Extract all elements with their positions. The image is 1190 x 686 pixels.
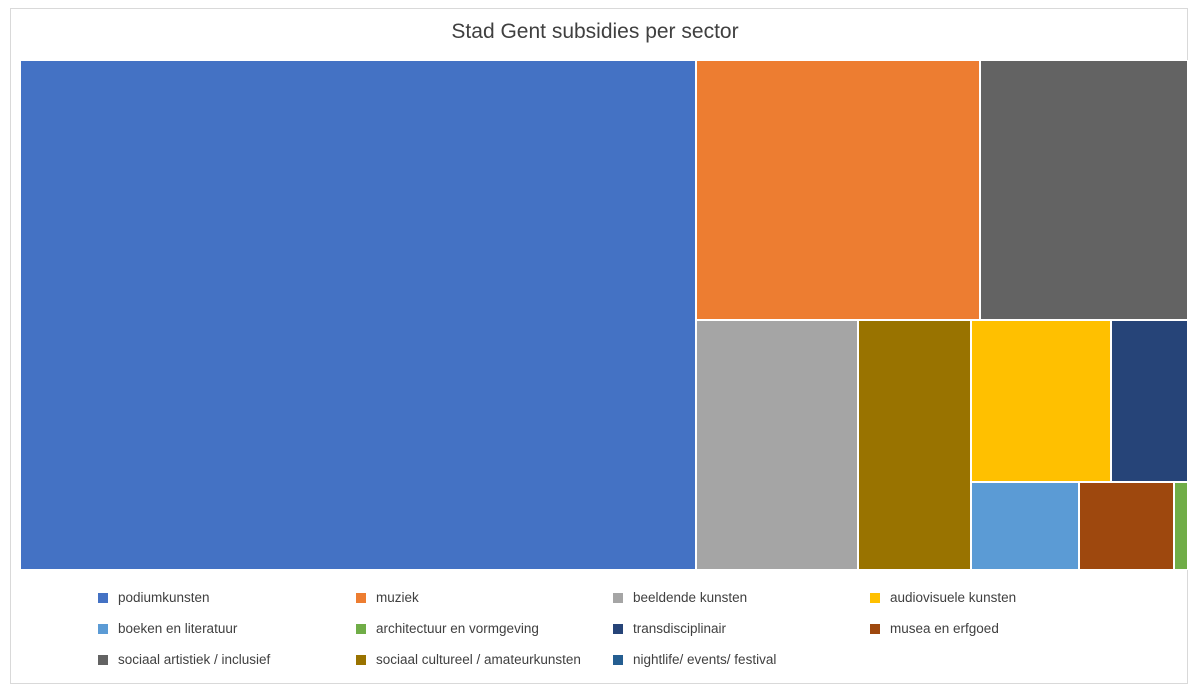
treemap-tile-sociaal-cultureel-amateurkunsten xyxy=(858,320,971,570)
treemap-tile-architectuur-en-vormgeving xyxy=(1174,482,1188,570)
legend-swatch xyxy=(356,623,366,634)
legend-item-boeken-en-literatuur: boeken en literatuur xyxy=(98,621,237,636)
legend-swatch xyxy=(98,592,108,603)
legend-label: musea en erfgoed xyxy=(890,621,999,636)
treemap-tile-muziek xyxy=(695,60,980,321)
legend-label: audiovisuele kunsten xyxy=(890,590,1017,605)
treemap-tile-audiovisuele-kunsten xyxy=(970,320,1111,483)
legend-label: podiumkunsten xyxy=(118,590,210,605)
legend-swatch xyxy=(613,592,623,603)
treemap-tile-sociaal-artistiek-inclusief xyxy=(979,60,1188,321)
legend-item-architectuur-en-vormgeving: architectuur en vormgeving xyxy=(356,621,539,636)
treemap-plot-area xyxy=(20,60,1188,570)
legend-label: boeken en literatuur xyxy=(118,621,238,636)
legend-item-sociaal-cultureel-amateurkunsten: sociaal cultureel / amateurkunsten xyxy=(356,652,581,667)
legend-swatch xyxy=(870,592,880,603)
treemap-tile-beeldende-kunsten xyxy=(695,320,859,570)
chart-legend: podiumkunsten muziek beeldende kunsten audi… xyxy=(98,590,1098,680)
legend-item-muziek: muziek xyxy=(356,590,419,605)
legend-label: muziek xyxy=(376,590,419,605)
legend-label: sociaal artistiek / inclusief xyxy=(118,652,271,667)
treemap-tile-transdisciplinair xyxy=(1110,320,1188,483)
legend-item-podiumkunsten: podiumkunsten xyxy=(98,590,210,605)
legend-label: transdisciplinair xyxy=(633,621,727,636)
treemap-tile-boeken-en-literatuur xyxy=(970,482,1080,570)
legend-item-sociaal-artistiek-inclusief: sociaal artistiek / inclusief xyxy=(98,652,270,667)
legend-item-beeldende-kunsten: beeldende kunsten xyxy=(613,590,747,605)
legend-swatch xyxy=(870,623,880,634)
legend-swatch xyxy=(613,623,623,634)
legend-label: architectuur en vormgeving xyxy=(376,621,539,636)
legend-item-musea-en-erfgoed: musea en erfgoed xyxy=(870,621,999,636)
legend-swatch xyxy=(613,654,623,665)
treemap-tile-podiumkunsten xyxy=(20,60,696,570)
legend-item-transdisciplinair: transdisciplinair xyxy=(613,621,726,636)
legend-label: sociaal cultureel / amateurkunsten xyxy=(376,652,581,667)
chart-title: Stad Gent subsidies per sector xyxy=(451,20,739,43)
legend-swatch xyxy=(356,654,366,665)
legend-swatch xyxy=(98,623,108,634)
legend-item-audiovisuele-kunsten: audiovisuele kunsten xyxy=(870,590,1016,605)
legend-swatch xyxy=(98,654,108,665)
legend-label: nightlife/ events/ festival xyxy=(633,652,777,667)
legend-label: beeldende kunsten xyxy=(633,590,748,605)
legend-item-nightlife-events-festival: nightlife/ events/ festival xyxy=(613,652,776,667)
treemap-tile-musea-en-erfgoed xyxy=(1079,482,1175,570)
legend-swatch xyxy=(356,592,366,603)
